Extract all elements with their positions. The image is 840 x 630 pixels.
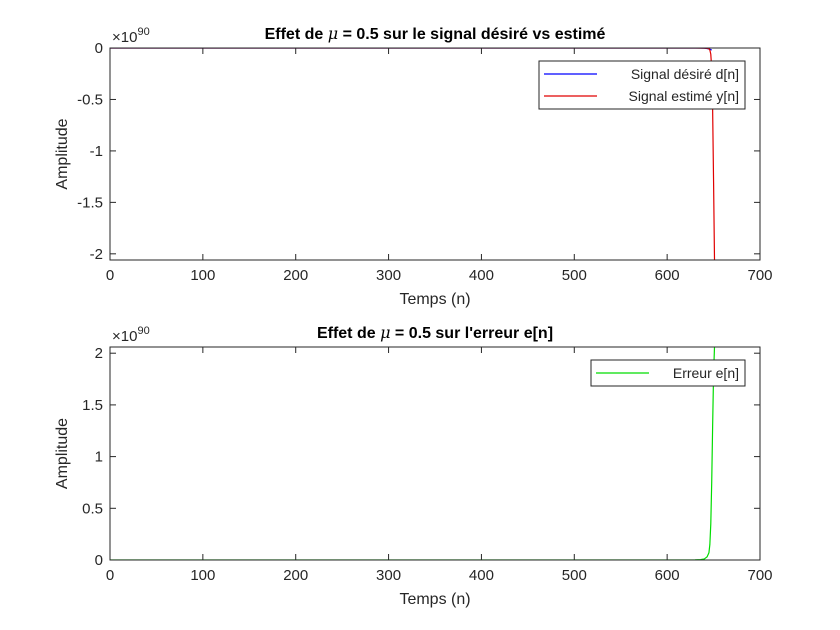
- legend-label-1: Signal estimé y[n]: [629, 88, 740, 104]
- x-tick-label: 100: [190, 567, 215, 584]
- x-tick-label: 200: [283, 567, 308, 584]
- legend-box: [538, 60, 746, 110]
- x-tick-label: 600: [655, 567, 680, 584]
- title-part: Effet de: [265, 26, 328, 43]
- y-tick-label: 1.5: [82, 397, 103, 414]
- y-tick-label: -1.5: [77, 194, 103, 211]
- x-tick-label: 100: [190, 267, 215, 284]
- title-part: μ: [328, 24, 338, 43]
- x-tick-label: 300: [376, 267, 401, 284]
- x-tick-label: 300: [376, 567, 401, 584]
- y-tick-label: 2: [95, 345, 103, 362]
- y-tick-label: -0.5: [77, 91, 103, 108]
- x-tick-label: 700: [747, 567, 772, 584]
- x-axis-label: Temps (n): [399, 591, 470, 608]
- x-tick-label: 700: [747, 267, 772, 284]
- x-tick-label: 400: [469, 567, 494, 584]
- y-tick-label: 1: [95, 449, 103, 466]
- x-tick-label: 600: [655, 267, 680, 284]
- y-tick-label: -1: [90, 143, 103, 160]
- title-part: μ: [380, 323, 390, 342]
- y-tick-label: 0: [95, 552, 103, 569]
- legend-label-0: Signal désiré d[n]: [631, 66, 739, 82]
- y-tick-label: -2: [90, 246, 103, 263]
- x-tick-label: 500: [562, 567, 587, 584]
- chart-title: Effet de μ = 0.5 sur le signal désiré vs…: [265, 24, 606, 43]
- title-part: = 0.5 sur le signal désiré vs estimé: [338, 26, 605, 43]
- x-tick-label: 500: [562, 267, 587, 284]
- axes-box: [109, 346, 761, 561]
- subplot-signals: 0 100 200 300 400 500 600 700 0 -0.5 -1 -1.5 -2 ×1090…: [54, 24, 773, 308]
- title-part: = 0.5 sur l'erreur e[n]: [390, 325, 553, 342]
- x-axis-label: Temps (n): [399, 291, 470, 308]
- axes-box: [109, 47, 761, 261]
- exponent-power: 90: [137, 26, 149, 38]
- legend: Erreur e[n]: [590, 359, 746, 387]
- title-part: Effet de: [317, 325, 380, 342]
- subplot-error: 0 100 200 300 400 500 600 700 0 0.5 1 1.5 2 ×1090 Effe…: [54, 323, 773, 608]
- chart-title: Effet de μ = 0.5 sur l'erreur e[n]: [317, 323, 553, 342]
- y-exponent-label: ×1090: [112, 325, 150, 345]
- x-tick-label: 0: [106, 267, 114, 284]
- y-tick-label: 0.5: [82, 500, 103, 517]
- x-tick-label: 0: [106, 567, 114, 584]
- exponent-power: 90: [137, 325, 149, 337]
- legend: Signal désiré d[n] Signal estimé y[n]: [538, 60, 746, 110]
- series-line-1: [110, 48, 716, 260]
- y-tick-label: 0: [95, 40, 103, 57]
- y-exponent-label: ×1090: [112, 26, 150, 46]
- exponent-base: ×10: [112, 328, 137, 345]
- y-axis-label: Amplitude: [54, 418, 71, 489]
- x-tick-label: 400: [469, 267, 494, 284]
- exponent-base: ×10: [112, 29, 137, 46]
- x-tick-label: 200: [283, 267, 308, 284]
- legend-label-0: Erreur e[n]: [673, 365, 739, 381]
- y-axis-label: Amplitude: [54, 118, 71, 189]
